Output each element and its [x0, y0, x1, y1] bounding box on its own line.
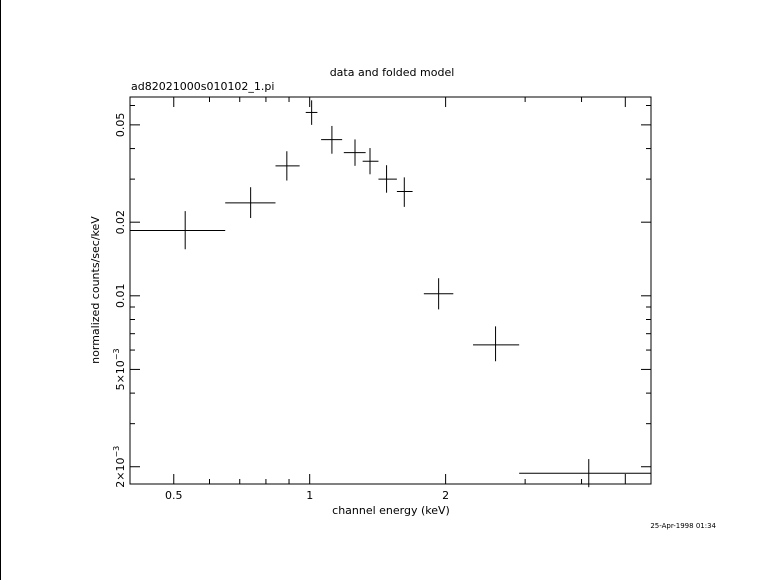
- x-axis-label: channel energy (keV): [332, 504, 450, 517]
- x-tick-label: 2: [442, 489, 449, 502]
- x-tick-label: 0.5: [165, 489, 183, 502]
- y-tick-label-exponent: −3: [112, 446, 121, 458]
- y-tick-label-mantissa: 5×10: [114, 360, 127, 390]
- data-point: [343, 139, 366, 166]
- y-axis-label: normalized counts/sec/keV: [89, 216, 102, 364]
- x-tick-labels: 0.5 1 2: [165, 489, 449, 502]
- y-tick-label-mantissa: 0.02: [114, 210, 127, 235]
- chart-subtitle: ad82021000s010102_1.pi: [131, 80, 274, 93]
- y-tick-label: 5×10−3: [112, 348, 127, 390]
- data-point: [130, 211, 226, 250]
- window-left-edge: [0, 0, 1, 580]
- plot-frame: [129, 96, 652, 485]
- data-points: [130, 100, 651, 488]
- y-tick-label: 0.02: [114, 210, 127, 235]
- data-point: [423, 278, 454, 310]
- y-tick-label: 0.01: [114, 284, 127, 309]
- y-tick-label-mantissa: 0.01: [114, 284, 127, 309]
- y-tick-label-mantissa: 2×10: [114, 458, 127, 488]
- y-tick-label: 0.05: [114, 113, 127, 138]
- data-point: [321, 125, 343, 154]
- data-point: [378, 165, 397, 193]
- y-tick-labels: 0.050.020.015×10−32×10−3: [112, 113, 127, 488]
- data-point: [519, 459, 651, 488]
- data-point: [275, 151, 300, 181]
- y-tick-label: 2×10−3: [112, 446, 127, 488]
- data-point: [396, 177, 413, 207]
- timestamp: 25-Apr-1998 01:34: [650, 522, 716, 530]
- y-tick-label-mantissa: 0.05: [114, 113, 127, 138]
- data-point: [225, 187, 276, 219]
- x-tick-label: 1: [306, 489, 313, 502]
- y-tick-label-exponent: −3: [112, 348, 121, 360]
- axis-ticks: [129, 97, 651, 484]
- chart-title: data and folded model: [330, 66, 455, 79]
- data-point: [305, 100, 318, 125]
- data-point: [362, 148, 379, 175]
- data-point: [473, 326, 520, 362]
